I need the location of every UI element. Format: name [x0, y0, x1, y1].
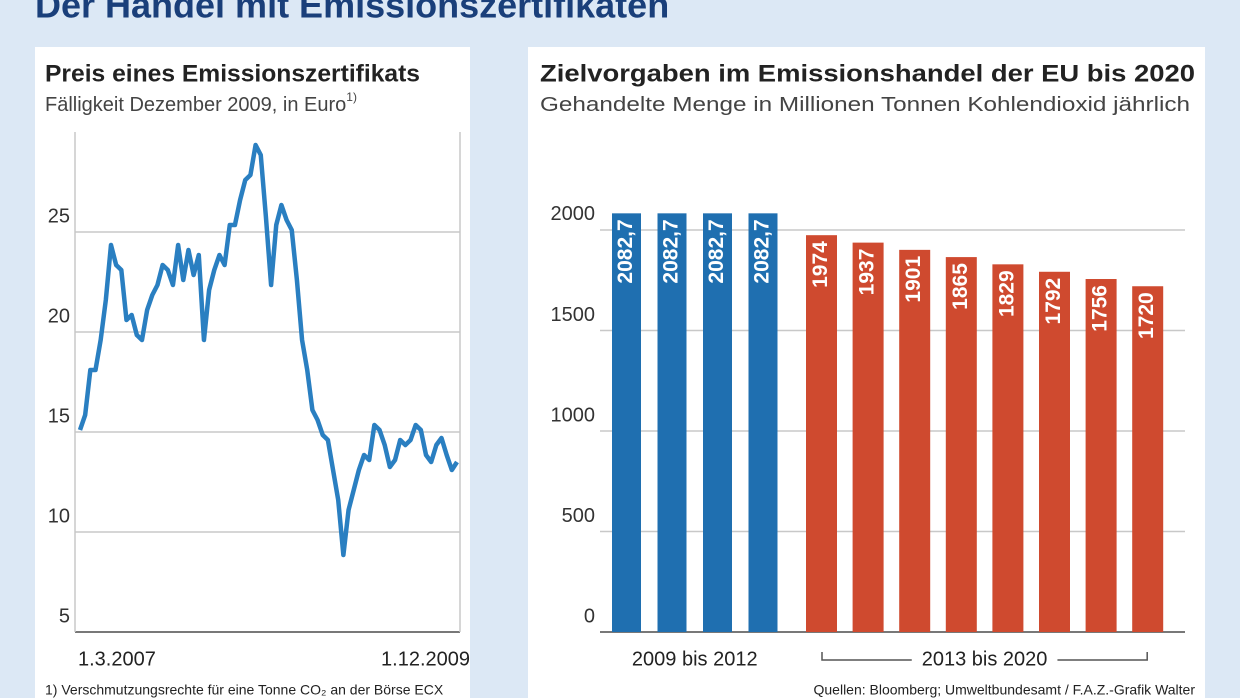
value-label: 1756 [1089, 285, 1112, 332]
chart-subtitle: Gehandelte Menge in Millionen Tonnen Koh… [540, 94, 1190, 116]
bar [1085, 279, 1117, 632]
value-label: 1901 [902, 256, 925, 303]
subtitle-note: 1) [346, 90, 357, 104]
y-tick-label: 20 [48, 305, 70, 327]
group-label: 2009 bis 2012 [632, 648, 758, 670]
bar [899, 249, 931, 632]
chart-title: Zielvorgaben im Emissionshandel der EU b… [540, 60, 1195, 87]
bar [806, 235, 837, 632]
value-label: 1720 [1135, 292, 1158, 339]
source: Quellen: Bloomberg; Umweltbundesamt / F.… [814, 682, 1196, 698]
value-label: 1792 [1042, 278, 1065, 325]
x-tick-label: 1.12.2009 [381, 648, 470, 670]
bar [1039, 271, 1070, 632]
bar [992, 264, 1024, 632]
subtitle-text: Gehandelte Menge in Millionen Tonnen Koh… [540, 94, 1190, 116]
page-title: Der Handel mit Emissionszertifikaten [35, 0, 669, 26]
y-tick-label: 25 [48, 205, 70, 227]
bar [1132, 286, 1164, 632]
bar [612, 213, 641, 633]
y-tick-label: 1000 [551, 404, 596, 426]
value-label: 1865 [949, 263, 972, 310]
group-label: 2013 bis 2020 [922, 648, 1048, 670]
y-tick-label: 2000 [551, 203, 596, 225]
price-line [77, 142, 459, 558]
group-bracket [821, 652, 1148, 661]
y-tick-label: 15 [48, 405, 70, 427]
footnote: 1) Verschmutzungsrechte für eine Tonne C… [45, 682, 444, 698]
bar [748, 213, 778, 633]
bar [852, 242, 884, 632]
value-label: 1974 [809, 241, 832, 288]
value-label: 2082,7 [660, 219, 683, 283]
bar [703, 213, 732, 633]
y-tick-label: 0 [584, 605, 595, 627]
x-tick-label: 1.3.2007 [78, 648, 156, 670]
bar [657, 213, 687, 633]
value-label: 2082,7 [751, 219, 774, 283]
left-panel [35, 47, 470, 698]
value-label: 1829 [995, 270, 1018, 317]
subtitle-text: Fälligkeit Dezember 2009, in Euro [45, 94, 346, 116]
chart-subtitle: Fälligkeit Dezember 2009, in Euro1) [45, 90, 357, 116]
y-tick-label: 500 [562, 505, 595, 527]
y-tick-label: 10 [48, 505, 70, 527]
y-tick-label: 1500 [551, 304, 596, 326]
value-label: 1937 [856, 249, 879, 296]
value-label: 2082,7 [614, 219, 637, 283]
bar [945, 257, 977, 632]
value-label: 2082,7 [705, 219, 728, 283]
chart-title: Preis eines Emissionszertifikats [45, 60, 420, 87]
y-tick-label: 5 [59, 605, 70, 627]
